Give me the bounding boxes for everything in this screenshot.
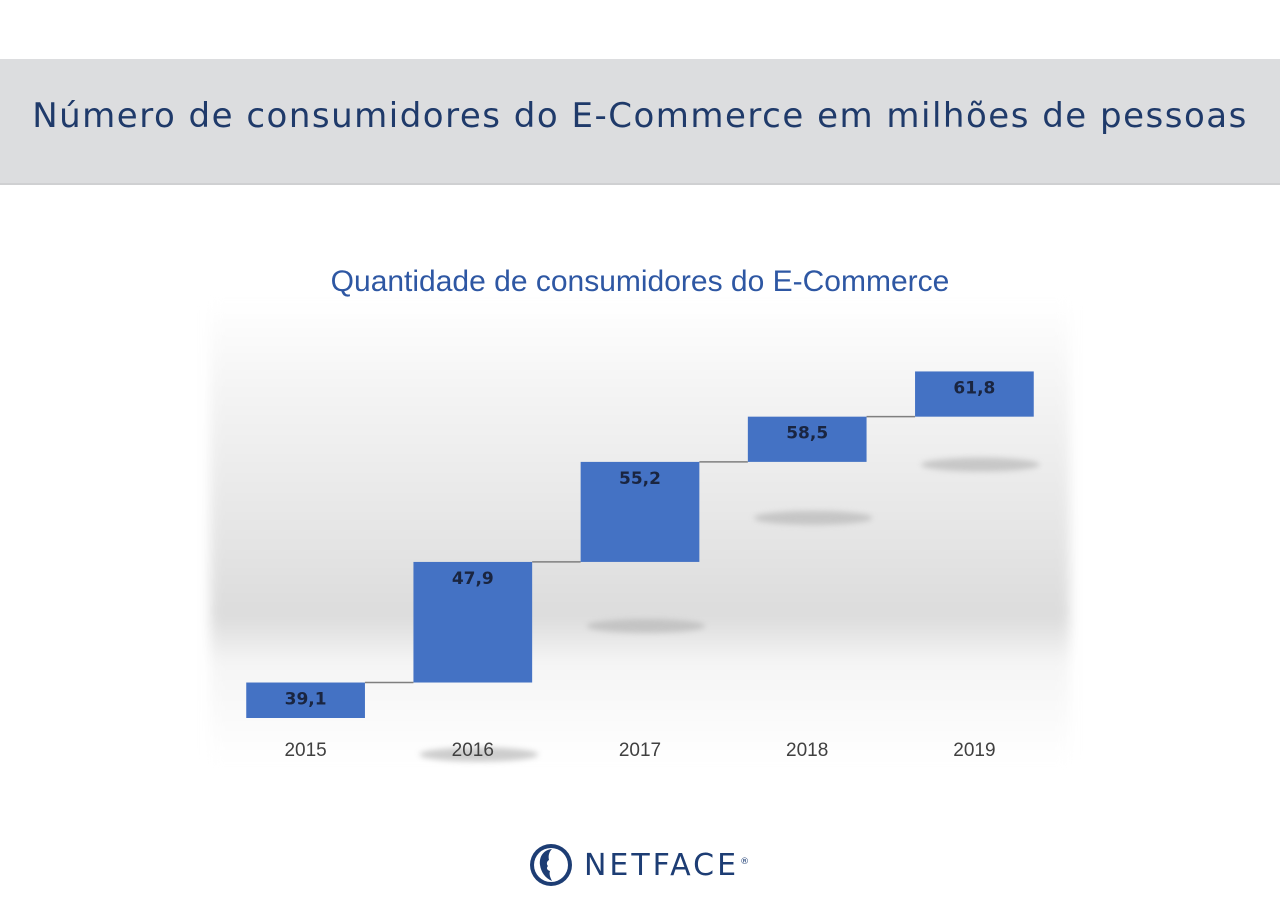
- data-label-2018: 58,5: [786, 424, 828, 444]
- chart-container: Quantidade de consumidores do E-Commerce…: [210, 255, 1070, 765]
- bar-2018: [747, 416, 867, 462]
- brand-name-text: NETFACE: [583, 847, 740, 883]
- bar-2017: [580, 461, 700, 562]
- bar-2016: [413, 561, 533, 683]
- data-label-2019: 61,8: [953, 378, 995, 398]
- x-tick-label-2016: 2016: [452, 740, 494, 761]
- bar-2015: [246, 682, 365, 718]
- page-title: Número de consumidores do E-Commerce em …: [32, 96, 1248, 136]
- footer-logo: NETFACE®: [0, 842, 1280, 888]
- chart-title: Quantidade de consumidores do E-Commerce: [330, 265, 950, 298]
- x-tick-label-2017: 2017: [619, 740, 661, 761]
- data-label-2015: 39,1: [285, 690, 327, 710]
- waterfall-chart: 39,1 2015 47,9 2016 55,2 2017 58,5 2018 61,8 2019: [246, 371, 1040, 762]
- header-band: [0, 59, 1280, 185]
- x-tick-label-2019: 2019: [953, 740, 995, 761]
- bar-shadow: [921, 457, 1040, 472]
- data-label-2016: 47,9: [452, 569, 494, 589]
- netface-logo-icon: [529, 844, 572, 886]
- bar-2019: [915, 371, 1034, 417]
- registered-mark: ®: [740, 856, 753, 867]
- bar-shadow: [753, 510, 873, 525]
- x-tick-label-2015: 2015: [284, 740, 326, 761]
- data-label-2017: 55,2: [619, 469, 661, 489]
- bar-shadow: [586, 618, 706, 633]
- bar-shadow: [419, 747, 539, 762]
- x-tick-label-2018: 2018: [786, 740, 828, 761]
- brand-name: NETFACE®: [584, 848, 752, 883]
